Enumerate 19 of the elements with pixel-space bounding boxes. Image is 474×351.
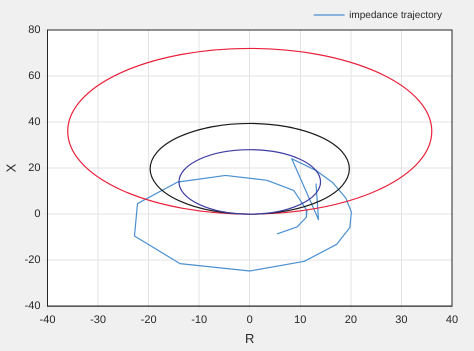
x-tick-label: 0 <box>246 314 253 326</box>
y-tick-label: -40 <box>24 300 40 312</box>
y-tick-label: 20 <box>28 162 40 174</box>
x-tick-label: 10 <box>294 314 306 326</box>
x-tick-label: 30 <box>395 314 408 326</box>
y-tick-label: 0 <box>34 208 40 220</box>
x-tick-label: 20 <box>344 314 357 326</box>
x-tick-label: -20 <box>140 314 157 326</box>
y-tick-label: 80 <box>28 24 40 36</box>
legend-label: impedance trajectory <box>349 10 442 21</box>
y-axis-title: X <box>3 163 18 172</box>
x-tick-label: -40 <box>40 314 56 326</box>
y-tick-label: 60 <box>28 70 40 82</box>
x-tick-label: 40 <box>446 314 458 326</box>
x-axis-title: R <box>245 330 254 346</box>
y-tick-label: 40 <box>28 116 40 128</box>
y-tick-label: -20 <box>24 254 40 266</box>
x-tick-label: -10 <box>191 314 208 326</box>
x-tick-label: -30 <box>90 314 106 326</box>
